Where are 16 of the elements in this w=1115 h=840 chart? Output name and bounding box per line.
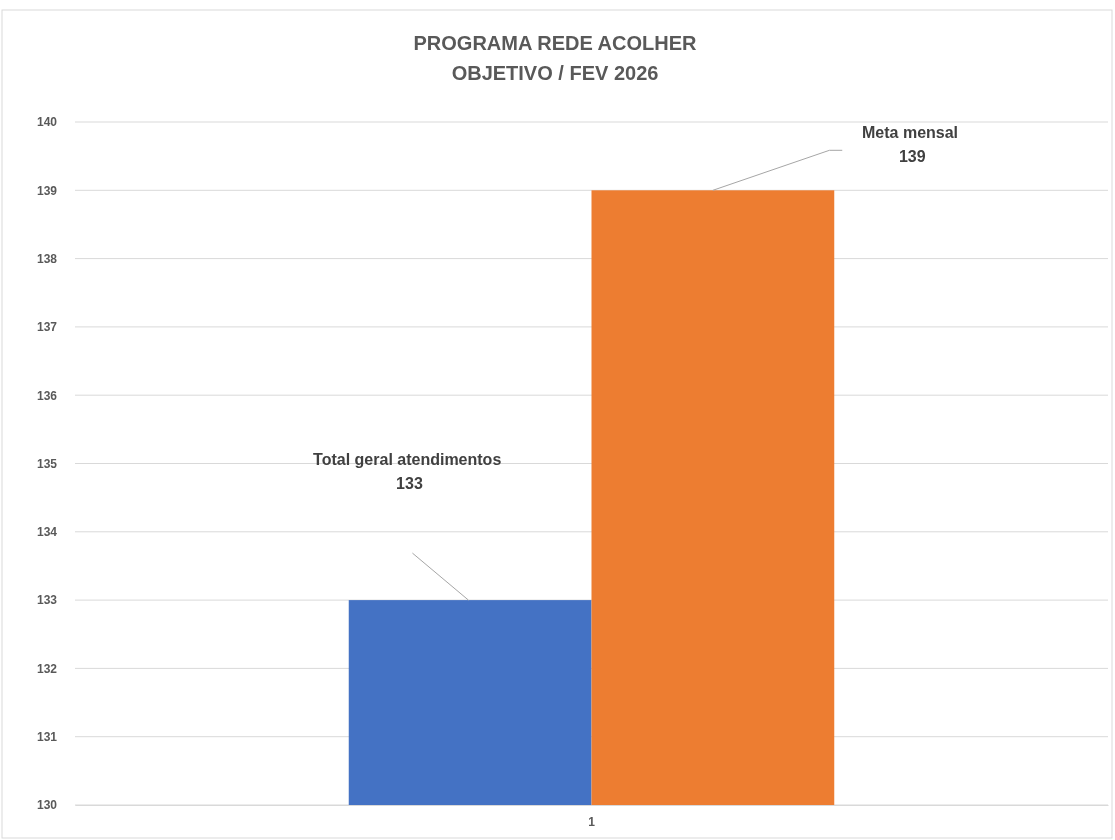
- x-tick-label: 1: [588, 814, 596, 829]
- chart-title: PROGRAMA REDE ACOLHER: [413, 32, 698, 54]
- y-tick-label: 131: [36, 730, 58, 745]
- annotation: Meta mensal 139: [862, 124, 963, 166]
- y-tick-label: 136: [36, 388, 58, 403]
- y-tick-label: 139: [36, 183, 58, 198]
- y-tick-label: 138: [36, 251, 58, 266]
- y-tick-label: 132: [36, 661, 58, 676]
- y-tick-label: 133: [36, 593, 58, 608]
- y-tick-label: 135: [36, 456, 58, 471]
- y-tick-label: 134: [36, 525, 58, 540]
- y-tick-label: 137: [36, 320, 58, 335]
- chart-subtitle: OBJETIVO / FEV 2026: [451, 62, 659, 84]
- y-tick-label: 130: [36, 798, 58, 813]
- annotation: Total geral atendimentos 133: [313, 451, 506, 493]
- y-tick-label: 140: [36, 115, 58, 130]
